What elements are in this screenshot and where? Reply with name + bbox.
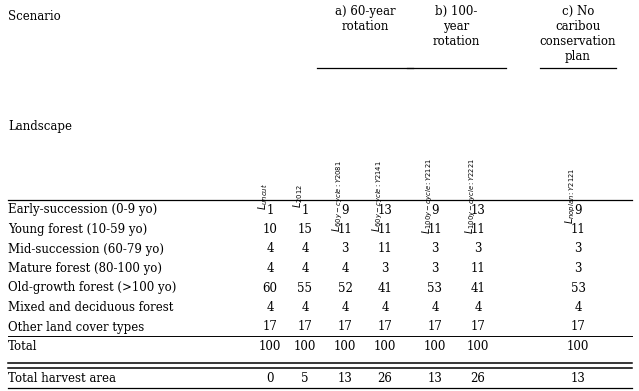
Text: 41: 41 — [470, 282, 486, 294]
Text: 17: 17 — [263, 321, 277, 334]
Text: $L_{100y-cycle:Y2121}$: $L_{100y-cycle:Y2121}$ — [420, 158, 435, 234]
Text: 3: 3 — [431, 262, 439, 275]
Text: 100: 100 — [259, 340, 281, 353]
Text: 4: 4 — [474, 301, 482, 314]
Text: 100: 100 — [567, 340, 589, 353]
Text: 4: 4 — [431, 301, 439, 314]
Text: 41: 41 — [378, 282, 392, 294]
Text: 0: 0 — [266, 371, 273, 384]
Text: Scenario: Scenario — [8, 10, 61, 23]
Text: a) 60-year
rotation: a) 60-year rotation — [335, 5, 396, 33]
Text: 11: 11 — [471, 223, 486, 236]
Text: 9: 9 — [431, 203, 439, 217]
Text: $L_{100y-cycle:Y2221}$: $L_{100y-cycle:Y2221}$ — [464, 158, 478, 234]
Text: 100: 100 — [334, 340, 356, 353]
Text: 9: 9 — [574, 203, 581, 217]
Text: 17: 17 — [378, 321, 392, 334]
Text: 4: 4 — [266, 262, 273, 275]
Text: 15: 15 — [298, 223, 312, 236]
Text: $L_{noplan:Y2121}$: $L_{noplan:Y2121}$ — [564, 168, 578, 224]
Text: 11: 11 — [471, 262, 486, 275]
Text: 4: 4 — [301, 301, 309, 314]
Text: 100: 100 — [374, 340, 396, 353]
Text: Early-succession (0-9 yo): Early-succession (0-9 yo) — [8, 203, 157, 217]
Text: 3: 3 — [474, 242, 482, 255]
Text: 11: 11 — [571, 223, 585, 236]
Text: 3: 3 — [341, 242, 349, 255]
Text: Mixed and deciduous forest: Mixed and deciduous forest — [8, 301, 173, 314]
Text: Mid-succession (60-79 yo): Mid-succession (60-79 yo) — [8, 242, 164, 255]
Text: $L_{2012}$: $L_{2012}$ — [291, 184, 305, 208]
Text: Old-growth forest (>100 yo): Old-growth forest (>100 yo) — [8, 282, 176, 294]
Text: 3: 3 — [431, 242, 439, 255]
Text: 100: 100 — [294, 340, 316, 353]
Text: 3: 3 — [574, 262, 581, 275]
Text: 100: 100 — [467, 340, 489, 353]
Text: 4: 4 — [381, 301, 389, 314]
Text: 3: 3 — [381, 262, 389, 275]
Text: 11: 11 — [427, 223, 442, 236]
Text: $L_{60y-cycle:Y2081}$: $L_{60y-cycle:Y2081}$ — [330, 160, 345, 232]
Text: 60: 60 — [263, 282, 277, 294]
Text: 4: 4 — [301, 242, 309, 255]
Text: 4: 4 — [574, 301, 581, 314]
Text: 3: 3 — [574, 242, 581, 255]
Text: 13: 13 — [571, 371, 585, 384]
Text: 11: 11 — [378, 242, 392, 255]
Text: 55: 55 — [298, 282, 312, 294]
Text: 100: 100 — [424, 340, 446, 353]
Text: 1: 1 — [266, 203, 273, 217]
Text: 4: 4 — [341, 301, 349, 314]
Text: 26: 26 — [378, 371, 392, 384]
Text: 17: 17 — [470, 321, 486, 334]
Text: 17: 17 — [337, 321, 353, 334]
Text: 13: 13 — [427, 371, 442, 384]
Text: 4: 4 — [301, 262, 309, 275]
Text: 1: 1 — [302, 203, 309, 217]
Text: 13: 13 — [337, 371, 353, 384]
Text: 9: 9 — [341, 203, 349, 217]
Text: $L_{60y-cycle:Y2141}$: $L_{60y-cycle:Y2141}$ — [371, 160, 385, 232]
Text: Total harvest area: Total harvest area — [8, 371, 116, 384]
Text: b) 100-
year
rotation: b) 100- year rotation — [433, 5, 480, 48]
Text: Young forest (10-59 yo): Young forest (10-59 yo) — [8, 223, 147, 236]
Text: 17: 17 — [427, 321, 442, 334]
Text: $L_{uncut}$: $L_{uncut}$ — [256, 183, 270, 210]
Text: 5: 5 — [301, 371, 309, 384]
Text: 53: 53 — [427, 282, 442, 294]
Text: 4: 4 — [341, 262, 349, 275]
Text: 26: 26 — [470, 371, 486, 384]
Text: 11: 11 — [337, 223, 352, 236]
Text: 17: 17 — [571, 321, 585, 334]
Text: Mature forest (80-100 yo): Mature forest (80-100 yo) — [8, 262, 162, 275]
Text: Total: Total — [8, 340, 38, 353]
Text: 10: 10 — [263, 223, 277, 236]
Text: c) No
caribou
conservation
plan: c) No caribou conservation plan — [540, 5, 616, 63]
Text: 17: 17 — [298, 321, 312, 334]
Text: 13: 13 — [378, 203, 392, 217]
Text: 53: 53 — [571, 282, 585, 294]
Text: 4: 4 — [266, 242, 273, 255]
Text: Other land cover types: Other land cover types — [8, 321, 144, 334]
Text: Landscape: Landscape — [8, 120, 72, 133]
Text: 52: 52 — [337, 282, 353, 294]
Text: 13: 13 — [470, 203, 486, 217]
Text: 11: 11 — [378, 223, 392, 236]
Text: 4: 4 — [266, 301, 273, 314]
